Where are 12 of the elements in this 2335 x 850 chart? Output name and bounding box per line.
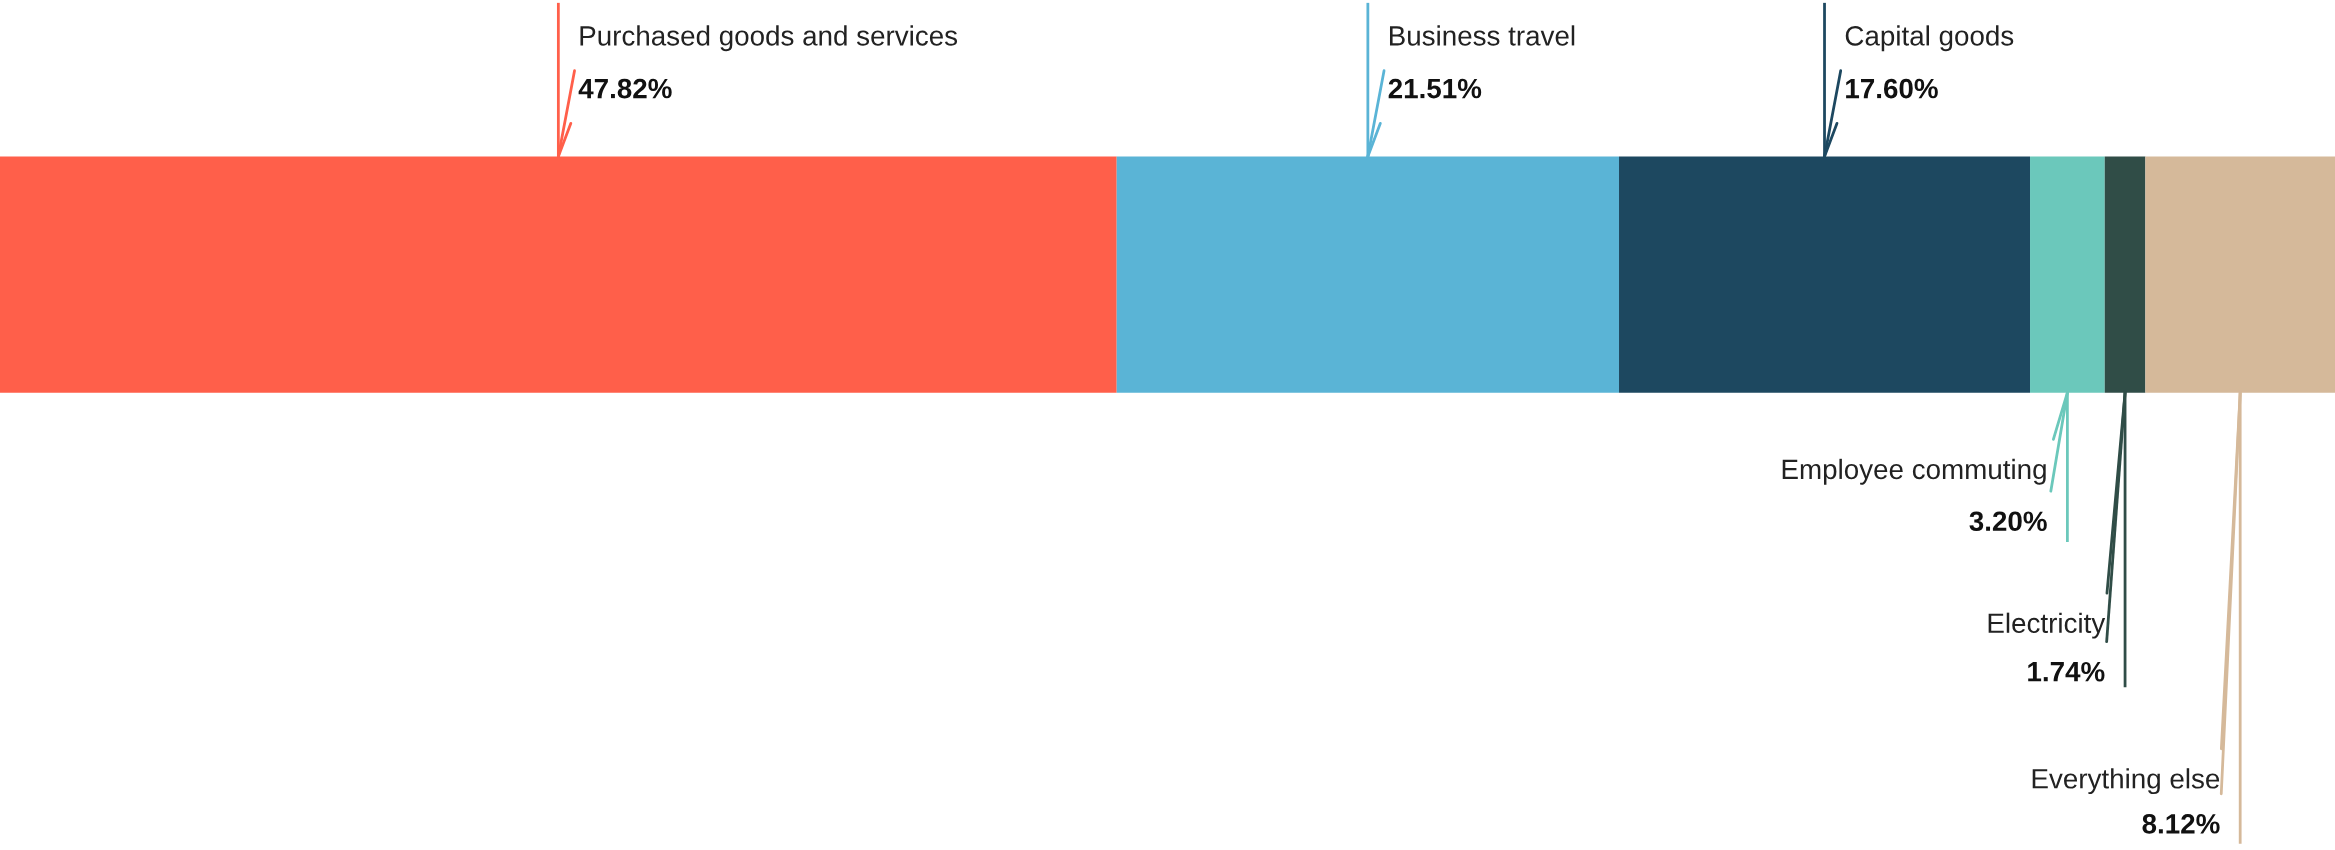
data-label: 47.82% — [578, 78, 672, 99]
legend-label: Employee commuting — [1782, 458, 2046, 485]
text: Purchased goods and services — [580, 25, 958, 52]
text: Electricity — [1988, 612, 2106, 639]
data-label: 1.74% — [2028, 661, 2105, 682]
data-label: 8.12% — [2142, 813, 2220, 834]
text: Capital goods — [1845, 25, 2014, 52]
data-label: 3.20% — [1969, 511, 2047, 532]
data-label: 17.60% — [1846, 78, 1938, 99]
data-label: 21.51% — [1388, 78, 1482, 99]
text: Business travel — [1389, 25, 1575, 46]
text: Everything else — [2032, 768, 2220, 795]
